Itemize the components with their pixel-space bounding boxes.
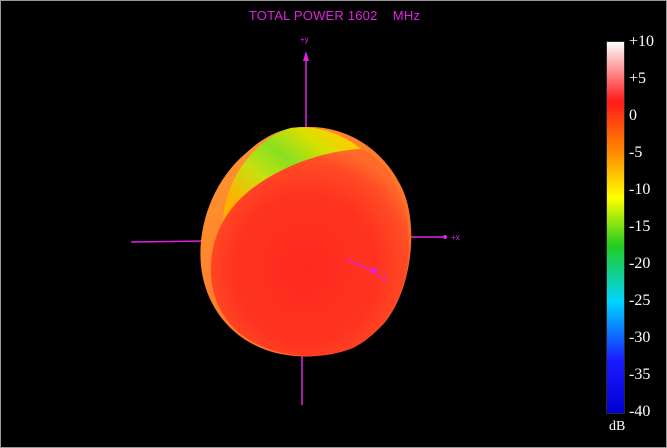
radiation-lobe[interactable] (200, 126, 412, 357)
colorbar-tick-label: -40 (629, 403, 651, 420)
y-axis-arrow (303, 51, 309, 61)
colorbar-tick-label: -15 (629, 218, 651, 235)
lobe-cap (223, 127, 361, 223)
z-axis-marker (371, 268, 377, 274)
lobe-front-face (210, 149, 410, 357)
colorbar-tick-label: -5 (629, 144, 643, 161)
plot-title: TOTAL POWER 1602 MHz (248, 8, 421, 23)
x-axis-label: +x (451, 233, 460, 242)
colorbar-tick-label: +10 (629, 33, 655, 50)
z-axis-label: +z (376, 272, 388, 284)
colorbar-tick-label: -10 (629, 181, 651, 198)
colorbar-tick-label: -30 (629, 329, 651, 346)
x-axis-marker (443, 235, 447, 239)
y-axis-label: +y (300, 35, 309, 44)
x-axis-line-left (130, 240, 207, 243)
colorbar-tick-label: 0 (629, 107, 637, 124)
z-axis-line (345, 258, 374, 272)
colorbar-tick-label: -20 (629, 255, 651, 272)
colorbar-tick-label: -25 (629, 292, 651, 309)
colorbar-tick-label: +5 (629, 70, 647, 87)
colorbar-unit-label: dB (609, 419, 626, 434)
colorbar-gradient (606, 41, 625, 414)
colorbar-tick-label: -35 (629, 366, 651, 383)
